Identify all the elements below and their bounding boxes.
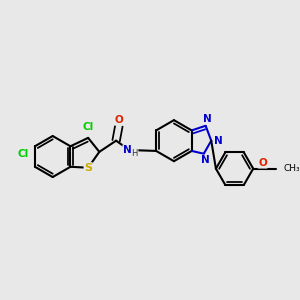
- Text: CH₃: CH₃: [283, 164, 300, 173]
- Text: N: N: [214, 136, 223, 146]
- Text: Cl: Cl: [82, 122, 94, 132]
- Text: O: O: [115, 115, 123, 125]
- Text: N: N: [201, 155, 210, 165]
- Text: N: N: [123, 145, 132, 155]
- Text: N: N: [203, 114, 212, 124]
- Text: O: O: [258, 158, 267, 168]
- Text: H: H: [132, 149, 138, 158]
- Text: S: S: [84, 163, 92, 173]
- Text: Cl: Cl: [17, 149, 28, 159]
